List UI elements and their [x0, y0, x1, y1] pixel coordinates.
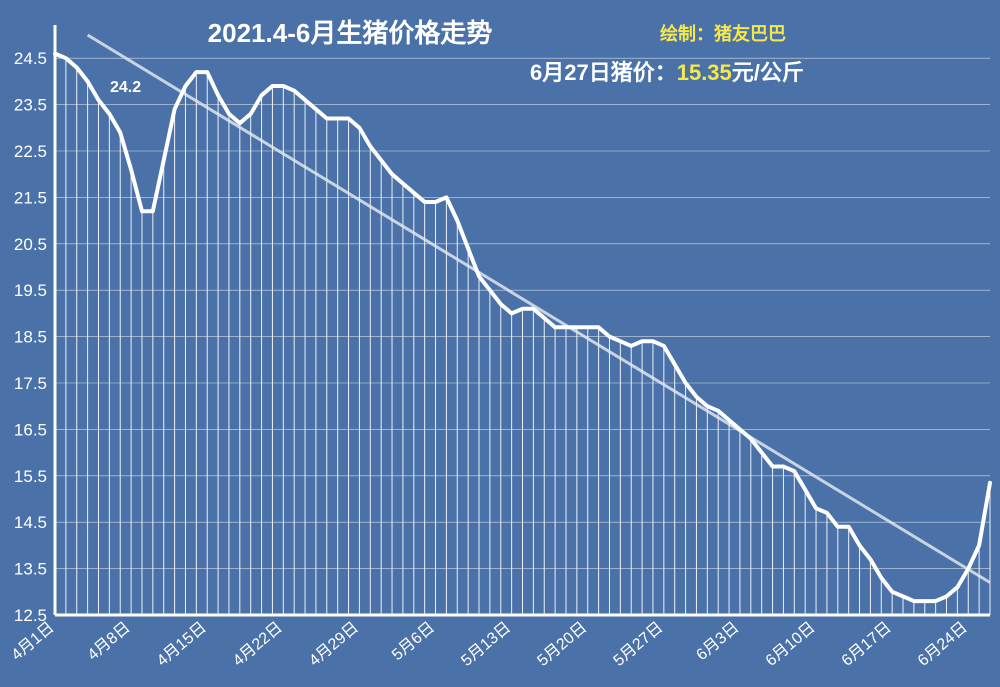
y-tick-label: 13.5 [14, 560, 47, 579]
chart-credit: 绘制：猪友巴巴 [660, 23, 786, 44]
y-tick-label: 19.5 [14, 281, 47, 300]
y-tick-label: 16.5 [14, 420, 47, 439]
chart-subtitle: 6月27日猪价：15.35元/公斤 [530, 60, 804, 85]
chart-container: 12.513.514.515.516.517.518.519.520.521.5… [0, 0, 1000, 687]
y-tick-label: 14.5 [14, 513, 47, 532]
chart-title: 2021.4-6月生猪价格走势 [208, 18, 493, 48]
y-tick-label: 21.5 [14, 188, 47, 207]
y-tick-label: 15.5 [14, 467, 47, 486]
y-tick-label: 23.5 [14, 96, 47, 115]
y-tick-label: 24.5 [14, 49, 47, 68]
y-tick-label: 17.5 [14, 374, 47, 393]
y-tick-label: 18.5 [14, 328, 47, 347]
point-label: 24.2 [110, 79, 141, 96]
y-tick-label: 20.5 [14, 235, 47, 254]
y-tick-label: 22.5 [14, 142, 47, 161]
